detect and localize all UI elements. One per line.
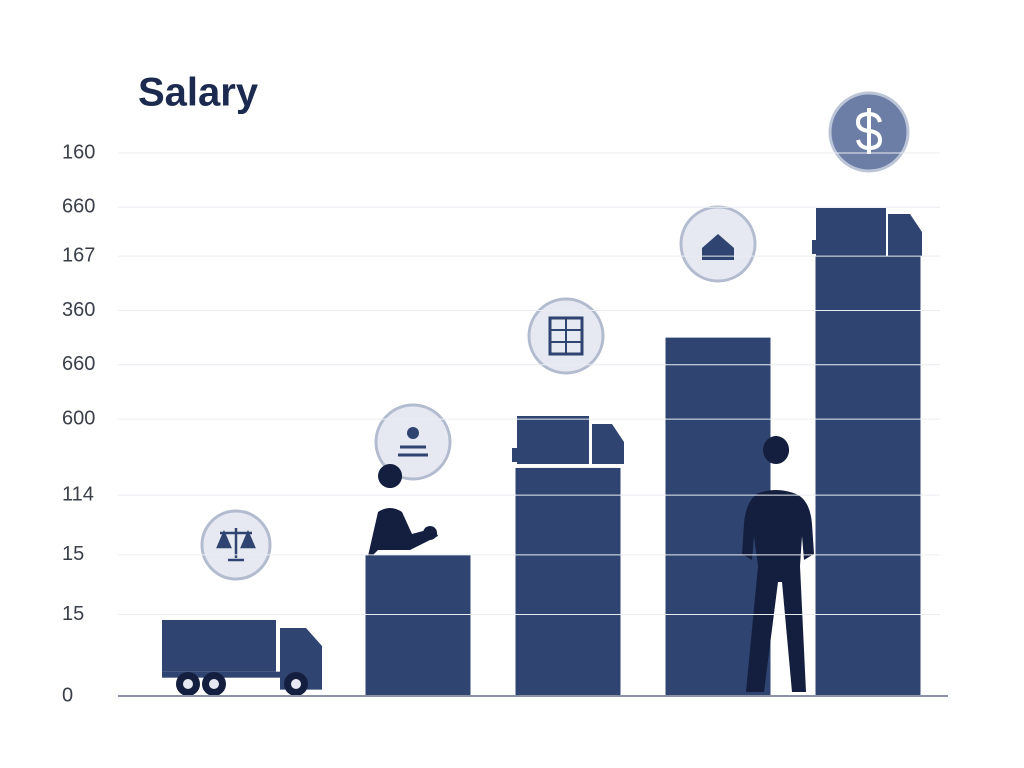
dollar-glyph bbox=[855, 108, 883, 154]
y-tick-label: 660 bbox=[62, 196, 95, 218]
truck-body bbox=[816, 208, 886, 256]
judge-icon bbox=[374, 403, 452, 481]
building-lines bbox=[550, 318, 582, 354]
y-tick-label: 160 bbox=[62, 141, 95, 163]
truck-bar bbox=[162, 619, 322, 696]
bar bbox=[365, 554, 471, 696]
bars bbox=[162, 256, 921, 696]
truck-hub bbox=[183, 679, 193, 689]
man-silhouette bbox=[742, 436, 814, 692]
truck-hub bbox=[209, 679, 219, 689]
y-tick-label: 114 bbox=[62, 483, 94, 505]
scale-glyph bbox=[216, 528, 256, 562]
y-tick-label: 0 bbox=[62, 684, 73, 706]
y-tick-label: 167 bbox=[62, 244, 95, 266]
bar bbox=[815, 256, 921, 696]
judge-glyph bbox=[398, 445, 428, 457]
mail-glyph bbox=[702, 234, 734, 260]
truck-bumper bbox=[812, 240, 822, 254]
y-tick-label: 15 bbox=[62, 603, 84, 625]
y-tick-label: 360 bbox=[62, 299, 95, 321]
truck-chassis bbox=[162, 671, 322, 678]
truck-body bbox=[517, 416, 589, 464]
truck-cab bbox=[888, 214, 922, 256]
y-tick-label: 15 bbox=[62, 543, 84, 565]
woman-silhouette bbox=[368, 464, 438, 556]
chart-title: Salary bbox=[138, 71, 259, 115]
decoration bbox=[200, 91, 922, 692]
y-tick-label: 600 bbox=[62, 407, 95, 429]
judge-head bbox=[407, 427, 419, 439]
truck-cab bbox=[592, 424, 624, 464]
truck-hub bbox=[291, 679, 301, 689]
truck-bumper bbox=[512, 448, 522, 462]
bar bbox=[515, 467, 621, 696]
truck-body bbox=[162, 619, 276, 672]
y-tick-label: 660 bbox=[62, 353, 95, 375]
